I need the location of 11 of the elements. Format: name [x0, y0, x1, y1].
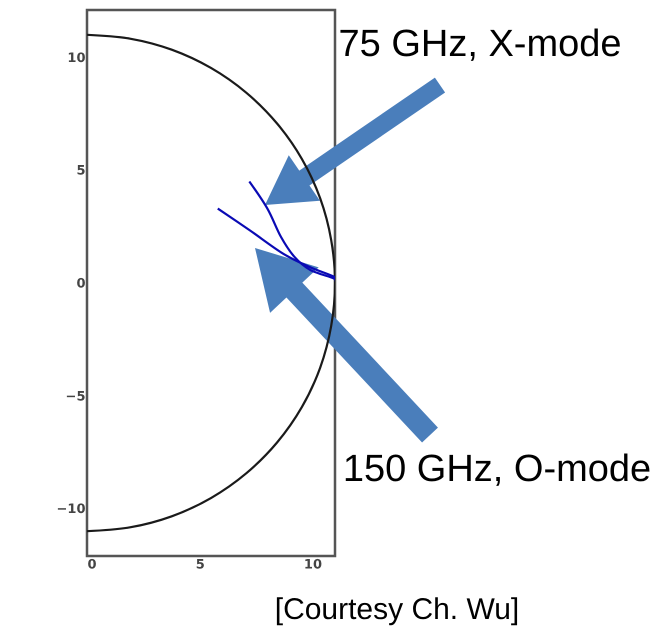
- text: 150 GHz, O-mode: [342, 448, 652, 490]
- y-tick-label: −5: [66, 389, 86, 404]
- y-tick-label: 10: [67, 50, 86, 66]
- y-tick-label: 0: [76, 276, 86, 292]
- y-tick-label: 5: [76, 164, 86, 179]
- x-tick-label: 5: [196, 558, 205, 572]
- text: [Courtesy Ch. Wu]: [274, 593, 520, 626]
- x-tick-label: 10: [304, 558, 322, 572]
- text: 75 GHz, X-mode: [338, 23, 622, 65]
- x-tick-label: 0: [88, 558, 97, 572]
- y-tick-label: −10: [56, 502, 86, 518]
